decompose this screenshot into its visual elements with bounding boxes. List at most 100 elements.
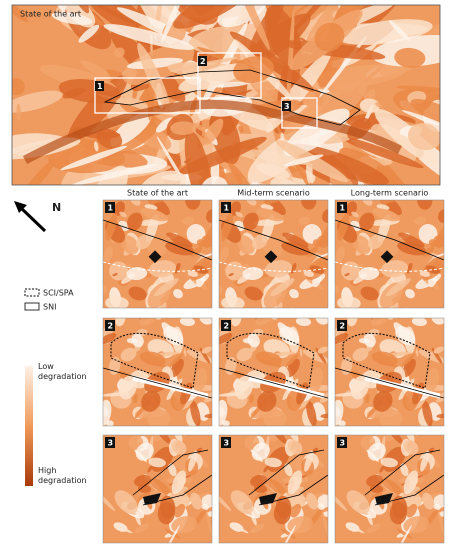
land-patch: [280, 528, 297, 539]
land-patch: [225, 0, 252, 4]
land-patch: [169, 353, 183, 367]
panel-frame: [334, 434, 445, 544]
panel-number: 3: [108, 439, 114, 448]
land-patch: [286, 358, 300, 378]
land-patch: [398, 232, 425, 248]
land-patch: [119, 211, 127, 218]
zoom-box: [197, 52, 262, 99]
land-patch: [365, 393, 370, 404]
sni-line: [335, 219, 444, 261]
urban: [375, 493, 393, 505]
land-patch: [438, 209, 444, 223]
land-patch: [445, 222, 449, 227]
land-patch: [422, 246, 435, 257]
land-patch: [378, 238, 399, 257]
land-patch: [287, 435, 299, 443]
map-texture: [103, 318, 212, 426]
panel-number-bg: [105, 437, 115, 448]
land-patch: [230, 523, 249, 534]
sni-line: [335, 367, 444, 399]
land-patch: [433, 346, 444, 354]
land-patch: [379, 409, 403, 426]
land-patch: [290, 503, 301, 518]
land-patch: [262, 0, 285, 2]
land-patch: [105, 296, 129, 308]
land-patch: [105, 213, 118, 241]
land-patch: [352, 507, 369, 516]
land-patch: [120, 507, 137, 516]
land-patch: [290, 262, 297, 274]
land-patch: [425, 265, 441, 274]
land-patch: [257, 390, 277, 412]
panel-number: 2: [340, 322, 346, 331]
land-patch: [244, 0, 269, 1]
legend-low: Low degradation: [38, 362, 87, 381]
land-patch: [22, 159, 56, 185]
land-patch: [190, 246, 203, 257]
land-patch: [138, 170, 187, 185]
land-patch: [161, 5, 185, 43]
land-patch: [137, 43, 171, 111]
land-patch: [422, 400, 433, 426]
land-patch: [407, 123, 440, 151]
land-patch: [147, 409, 171, 426]
land-patch: [171, 0, 254, 3]
land-patch: [67, 0, 116, 3]
urban: [264, 250, 278, 264]
land-patch: [286, 9, 295, 113]
box-label: 2: [200, 57, 206, 66]
land-patch: [217, 5, 267, 28]
panel-number-bg: [337, 437, 347, 448]
land-patch: [403, 439, 419, 455]
land-patch: [139, 318, 158, 326]
land-patch: [438, 511, 444, 517]
land-patch: [120, 5, 190, 27]
map-texture: [12, 0, 440, 185]
land-patch: [405, 288, 415, 299]
land-patch: [236, 235, 255, 255]
land-patch: [435, 386, 444, 403]
land-patch: [379, 200, 401, 204]
land-patch: [373, 390, 393, 412]
land-patch: [419, 270, 431, 277]
land-patch: [79, 248, 104, 273]
land-patch: [435, 220, 444, 246]
map-texture: [79, 200, 212, 308]
land-patch: [229, 31, 315, 92]
land-patch: [201, 346, 212, 354]
land-patch: [335, 246, 345, 264]
panel-frame: [334, 317, 445, 427]
land-patch: [314, 22, 345, 52]
land-patch: [183, 348, 187, 357]
land-patch: [295, 318, 312, 327]
panel-number: 1: [340, 204, 346, 213]
color-ramp: [25, 366, 33, 486]
land-patch: [380, 260, 409, 278]
land-patch: [265, 478, 286, 494]
land-patch: [406, 503, 417, 518]
land-patch: [394, 47, 426, 68]
sci-boundary: [110, 332, 199, 389]
land-patch: [433, 503, 441, 510]
panel-number: 2: [224, 322, 230, 331]
land-patch: [272, 435, 288, 445]
land-patch: [238, 125, 244, 133]
land-patch: [201, 176, 228, 185]
land-patch: [287, 439, 303, 455]
land-patch: [130, 200, 141, 206]
land-patch: [306, 246, 319, 257]
land-patch: [375, 102, 383, 108]
land-patch: [203, 118, 224, 145]
land-patch: [363, 333, 376, 348]
land-patch: [231, 318, 242, 327]
land-patch: [156, 435, 172, 445]
land-patch: [220, 0, 257, 4]
land-patch: [298, 216, 311, 225]
land-patch: [422, 492, 435, 510]
land-patch: [126, 57, 184, 69]
land-patch: [420, 450, 430, 472]
north-arrow: [14, 201, 47, 233]
land-patch: [322, 209, 328, 223]
land-patch: [396, 85, 440, 93]
